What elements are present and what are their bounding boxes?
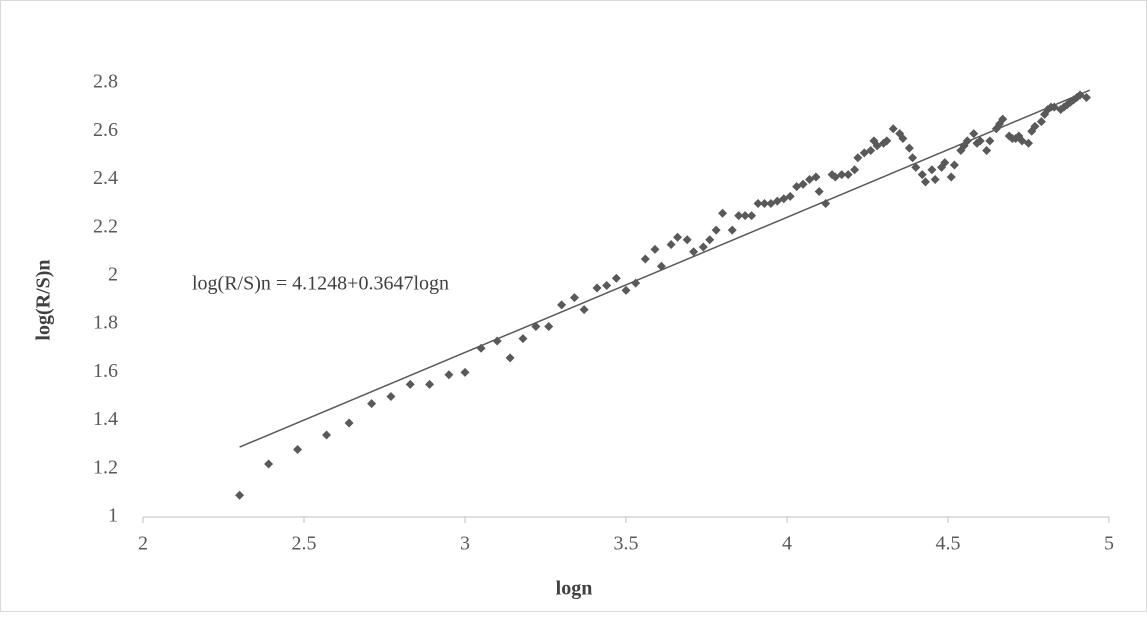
- x-tick-label: 3: [460, 533, 470, 555]
- y-tick-label: 2.6: [93, 119, 118, 141]
- y-tick-label: 1.8: [93, 312, 118, 334]
- y-tick-label: 1.4: [93, 408, 118, 430]
- chart: logn log(R/S)n log(R/S)n = 4.1248+0.3647…: [0, 0, 1147, 612]
- y-tick-label: 2.8: [93, 71, 118, 93]
- x-tick-label: 4: [782, 533, 792, 555]
- chart-frame: [1, 1, 1147, 612]
- annotation: log(R/S)n = 4.1248+0.3647logn: [192, 273, 449, 295]
- x-axis-label: logn: [556, 578, 593, 600]
- x-tick-label: 4.5: [936, 533, 961, 555]
- x-tick-label: 3.5: [614, 533, 639, 555]
- y-axis-label: log(R/S)n: [33, 259, 55, 340]
- x-tick-label: 2.5: [292, 533, 317, 555]
- x-tick-label: 5: [1104, 533, 1114, 555]
- y-tick-label: 1.6: [93, 360, 118, 382]
- y-tick-label: 1.2: [93, 456, 118, 478]
- y-tick-label: 2.4: [93, 167, 118, 189]
- y-tick-label: 2: [108, 263, 118, 285]
- y-tick-label: 1: [108, 505, 118, 527]
- y-tick-label: 2.2: [93, 215, 118, 237]
- x-tick-label: 2: [138, 533, 148, 555]
